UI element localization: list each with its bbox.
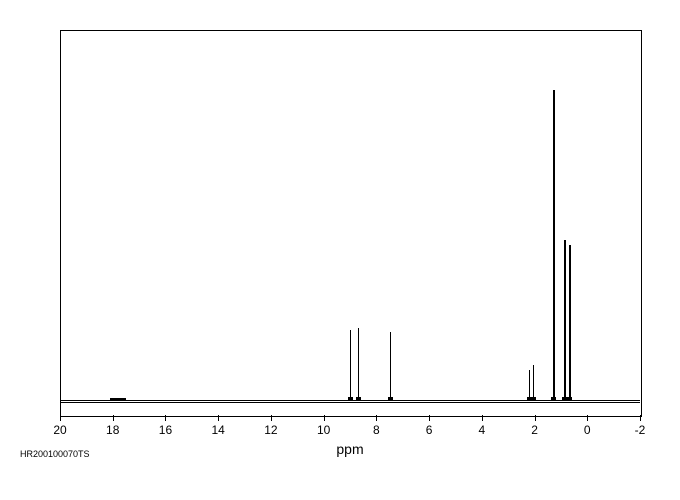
x-tick-label: 12 <box>264 423 277 437</box>
peak <box>529 370 530 400</box>
x-tick-label: 20 <box>53 423 66 437</box>
peak <box>358 328 359 400</box>
baseline-shadow <box>60 402 640 403</box>
x-tick <box>376 415 377 421</box>
peak <box>569 245 571 400</box>
x-tick-label: 8 <box>373 423 380 437</box>
x-tick <box>324 415 325 421</box>
x-tick <box>113 415 114 421</box>
peak <box>533 365 534 400</box>
x-tick <box>535 415 536 421</box>
x-tick <box>60 415 61 421</box>
baseline <box>60 400 640 401</box>
x-tick-label: 16 <box>159 423 172 437</box>
x-tick-label: 6 <box>426 423 433 437</box>
x-tick-label: 4 <box>478 423 485 437</box>
x-tick-label: 10 <box>317 423 330 437</box>
peak-foot <box>348 397 353 400</box>
peak <box>390 332 391 400</box>
peak-foot <box>551 397 556 400</box>
x-tick <box>165 415 166 421</box>
peak-foot <box>388 397 393 400</box>
peak <box>553 90 555 400</box>
x-tick-label: 0 <box>584 423 591 437</box>
x-tick <box>429 415 430 421</box>
peak-foot <box>356 397 361 400</box>
x-tick-label: 18 <box>106 423 119 437</box>
peak-foot <box>531 397 536 400</box>
x-tick <box>271 415 272 421</box>
x-tick <box>587 415 588 421</box>
x-tick-label: 14 <box>211 423 224 437</box>
peak <box>350 330 351 400</box>
spectrum-container: 20181614121086420-2 ppm HR200100070TS <box>0 0 680 500</box>
x-tick-label: -2 <box>635 423 646 437</box>
x-tick <box>482 415 483 421</box>
x-tick-label: 2 <box>531 423 538 437</box>
noise-blip <box>110 398 126 400</box>
peak-foot <box>562 397 567 400</box>
footer-id-label: HR200100070TS <box>20 449 90 459</box>
x-tick <box>218 415 219 421</box>
peak <box>564 240 566 400</box>
x-tick <box>640 415 641 421</box>
peak-foot <box>567 397 572 400</box>
x-axis-label: ppm <box>336 441 363 457</box>
